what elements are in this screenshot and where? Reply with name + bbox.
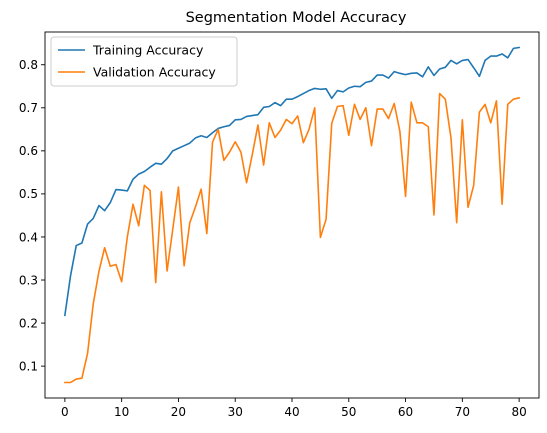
y-tick-label: 0.8 [19, 58, 38, 72]
legend-label: Validation Accuracy [93, 64, 216, 79]
axes: 0 10 20 30 40 50 60 70 80 0.1 0.2 0.3 0.4 0.5 0.6 0.7 0.… [19, 31, 540, 419]
x-tick-label: 80 [511, 405, 526, 419]
chart-title: Segmentation Model Accuracy [186, 10, 407, 26]
series-line-training-accuracy [63, 46, 521, 317]
y-tick-label: 0.1 [19, 359, 38, 373]
x-tick-label: 10 [114, 405, 129, 419]
legend: Training Accuracy Validation Accuracy [50, 36, 238, 87]
axes-frame [44, 31, 540, 399]
legend-box [50, 36, 238, 87]
y-tick-label: 0.4 [19, 230, 38, 244]
x-tick-label: 60 [398, 405, 413, 419]
y-tick-label: 0.2 [19, 316, 38, 330]
y-tick-label: 0.3 [19, 273, 38, 287]
series-line-validation-accuracy [64, 92, 521, 384]
x-tick-label: 30 [228, 405, 243, 419]
y-tick-label: 0.7 [19, 101, 38, 115]
x-tick-label: 40 [284, 405, 299, 419]
x-tick-label: 0 [61, 405, 69, 419]
y-tick-label: 0.6 [19, 144, 38, 158]
x-tick-label: 70 [455, 405, 470, 419]
x-tick-label: 50 [341, 405, 356, 419]
plot-area [63, 46, 521, 384]
x-tick-label: 20 [171, 405, 186, 419]
legend-label: Training Accuracy [92, 42, 204, 57]
y-tick-label: 0.5 [19, 187, 38, 201]
